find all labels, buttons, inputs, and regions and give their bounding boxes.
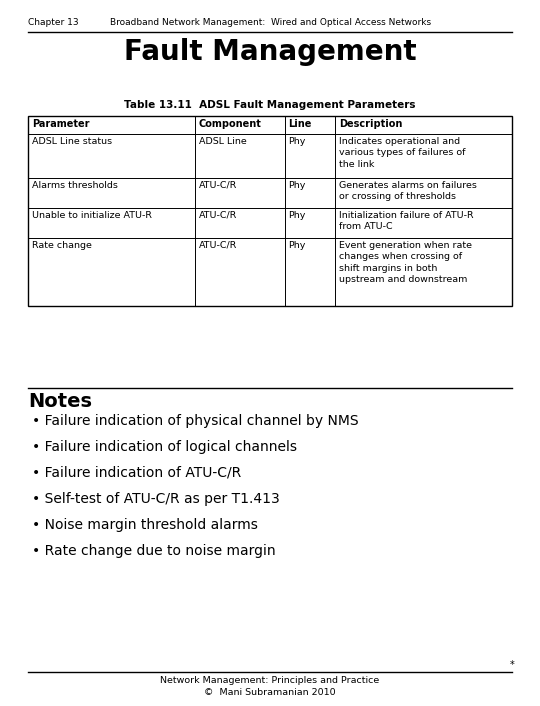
Text: • Failure indication of physical channel by NMS: • Failure indication of physical channel… — [32, 414, 359, 428]
Bar — [28, 116, 512, 134]
Text: ADSL Line: ADSL Line — [199, 137, 247, 146]
Text: Phy: Phy — [288, 181, 306, 190]
Text: Phy: Phy — [288, 211, 306, 220]
Text: • Failure indication of logical channels: • Failure indication of logical channels — [32, 440, 297, 454]
Text: Fault Management: Fault Management — [124, 38, 416, 66]
Text: Initialization failure of ATU-R
from ATU-C: Initialization failure of ATU-R from ATU… — [339, 211, 474, 232]
Text: ATU-C/R: ATU-C/R — [199, 211, 238, 220]
Text: Phy: Phy — [288, 137, 306, 146]
Text: • Rate change due to noise margin: • Rate change due to noise margin — [32, 544, 275, 558]
Text: ©  Mani Subramanian 2010: © Mani Subramanian 2010 — [204, 688, 336, 697]
Text: Network Management: Principles and Practice: Network Management: Principles and Pract… — [160, 676, 380, 685]
Text: *: * — [509, 660, 514, 670]
Text: Parameter: Parameter — [32, 119, 90, 129]
Text: • Noise margin threshold alarms: • Noise margin threshold alarms — [32, 518, 258, 532]
Text: Line: Line — [288, 119, 312, 129]
Text: Chapter 13: Chapter 13 — [28, 18, 79, 27]
Text: Description: Description — [339, 119, 403, 129]
Bar — [28, 116, 512, 306]
Text: ADSL Line status: ADSL Line status — [32, 137, 112, 146]
Text: Generates alarms on failures
or crossing of thresholds: Generates alarms on failures or crossing… — [339, 181, 477, 201]
Text: Notes: Notes — [28, 392, 92, 411]
Text: Component: Component — [199, 119, 262, 129]
Text: • Self-test of ATU-C/R as per T1.413: • Self-test of ATU-C/R as per T1.413 — [32, 492, 280, 506]
Text: Indicates operational and
various types of failures of
the link: Indicates operational and various types … — [339, 137, 466, 169]
Text: Table 13.11  ADSL Fault Management Parameters: Table 13.11 ADSL Fault Management Parame… — [124, 100, 416, 110]
Text: Unable to initialize ATU-R: Unable to initialize ATU-R — [32, 211, 152, 220]
Text: ATU-C/R: ATU-C/R — [199, 241, 238, 250]
Text: Rate change: Rate change — [32, 241, 92, 250]
Text: Broadband Network Management:  Wired and Optical Access Networks: Broadband Network Management: Wired and … — [110, 18, 431, 27]
Text: Alarms thresholds: Alarms thresholds — [32, 181, 118, 190]
Text: Event generation when rate
changes when crossing of
shift margins in both
upstre: Event generation when rate changes when … — [339, 241, 472, 285]
Text: ATU-C/R: ATU-C/R — [199, 181, 238, 190]
Text: • Failure indication of ATU-C/R: • Failure indication of ATU-C/R — [32, 466, 241, 480]
Text: Phy: Phy — [288, 241, 306, 250]
